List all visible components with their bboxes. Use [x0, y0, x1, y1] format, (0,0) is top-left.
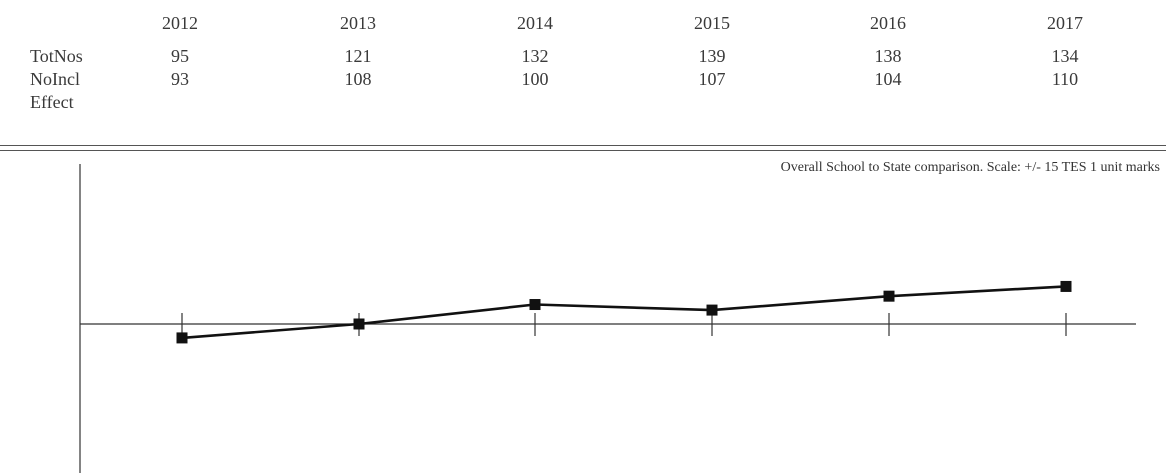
row-label-noincl: NoIncl — [30, 69, 80, 89]
row-label-effect: Effect — [30, 92, 74, 112]
point-2016 — [883, 290, 895, 302]
cell-totnos-2012: 95 — [171, 46, 189, 66]
year-header-2016: 2016 — [870, 13, 906, 33]
series-line — [181, 285, 1067, 340]
year-header-2015: 2015 — [694, 13, 730, 33]
year-header-2017: 2017 — [1047, 13, 1083, 33]
point-2012 — [176, 332, 188, 344]
cell-totnos-2014: 132 — [521, 46, 549, 66]
row-label-totnos: TotNos — [30, 46, 83, 66]
cell-noincl-2013: 108 — [344, 69, 372, 89]
cell-noincl-2016: 104 — [874, 69, 902, 89]
cell-totnos-2015: 139 — [698, 46, 726, 66]
point-2014 — [529, 299, 541, 311]
year-header-2014: 2014 — [517, 13, 553, 33]
double-divider-top — [0, 145, 1166, 146]
point-2015 — [706, 304, 718, 316]
cell-noincl-2015: 107 — [698, 69, 726, 89]
year-header-2012: 2012 — [162, 13, 198, 33]
chart-caption: Overall School to State comparison. Scal… — [780, 160, 1160, 175]
cell-totnos-2013: 121 — [344, 46, 372, 66]
cell-noincl-2012: 93 — [171, 69, 189, 89]
point-2013 — [353, 318, 365, 330]
year-header-2013: 2013 — [340, 13, 376, 33]
chart-svg — [79, 164, 1136, 473]
cell-totnos-2016: 138 — [874, 46, 902, 66]
school-state-chart: Overall School to State comparison. Scal… — [0, 150, 1166, 475]
cell-noincl-2014: 100 — [521, 69, 549, 89]
double-divider-bottom — [0, 150, 1166, 151]
cell-noincl-2017: 110 — [1051, 69, 1079, 89]
stats-table: 2012 2013 2014 2015 2016 2017 TotNos 95 121 132 1… — [0, 0, 1166, 140]
cell-totnos-2017: 134 — [1051, 46, 1079, 66]
point-2017 — [1060, 280, 1072, 292]
